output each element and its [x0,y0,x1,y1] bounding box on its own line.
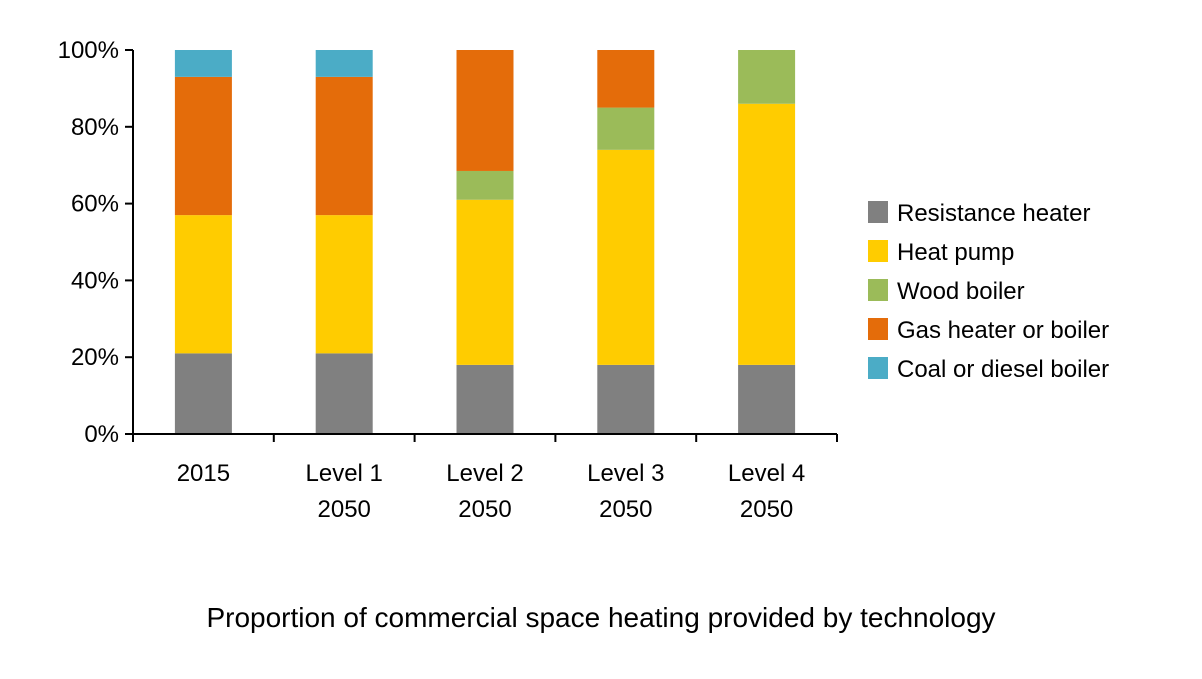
legend-swatch-0 [868,201,888,223]
legend-swatch-3 [868,318,888,340]
legend-swatch-2 [868,279,888,301]
y-tick-label: 0% [84,421,119,448]
legend-swatch-4 [868,357,888,379]
x-tick-label: 2050 [740,496,793,523]
bar-segment-4-1 [315,50,373,77]
y-tick-label: 60% [71,191,119,218]
y-tick-label: 20% [71,344,119,371]
bar-segment-3-1 [315,76,373,216]
legend-label-3: Gas heater or boiler [897,317,1109,344]
bar-segment-0-1 [315,353,373,434]
y-tick-label: 100% [58,37,119,64]
bar-segment-3-0 [174,76,232,216]
y-tick-label: 80% [71,114,119,141]
bar-segment-1-4 [738,103,796,365]
x-tick-label: 2015 [177,460,230,487]
legend-label-2: Wood boiler [897,278,1025,305]
x-tick-label: Level 2 [446,460,523,487]
bar-segment-1-0 [174,215,232,354]
legend-label-4: Coal or diesel boiler [897,356,1109,383]
axes-group: 0% 20% 40% 60% 80% 100% 2015 Level 1 2050 Level 2… [58,37,838,523]
bar-segment-2-3 [597,107,655,150]
bar-segment-2-4 [738,50,796,104]
bar-segment-4-0 [174,50,232,77]
bar-segment-2-2 [456,170,514,200]
y-tick-label: 40% [71,267,119,294]
chart-caption: Proportion of commercial space heating p… [206,602,996,633]
bar-segment-3-3 [597,50,655,108]
legend-label-0: Resistance heater [897,200,1090,227]
x-tick-label: Level 4 [728,460,805,487]
x-tick-label: 2050 [318,496,371,523]
bar-segment-1-1 [315,215,373,354]
x-tick-label: Level 1 [306,460,383,487]
bar-segment-0-0 [174,353,232,434]
bars-group [174,50,796,434]
x-tick-label: Level 3 [587,460,664,487]
bar-segment-1-2 [456,199,514,365]
legend: Resistance heater Heat pump Wood boiler Gas… [868,200,1109,383]
legend-swatch-1 [868,240,888,262]
legend-label-1: Heat pump [897,239,1014,266]
bar-segment-3-2 [456,50,514,171]
x-tick-label: 2050 [458,496,511,523]
bar-segment-0-3 [597,364,655,434]
bar-segment-1-3 [597,149,655,365]
x-tick-label: 2050 [599,496,652,523]
bar-segment-0-4 [738,364,796,434]
bar-segment-0-2 [456,364,514,434]
